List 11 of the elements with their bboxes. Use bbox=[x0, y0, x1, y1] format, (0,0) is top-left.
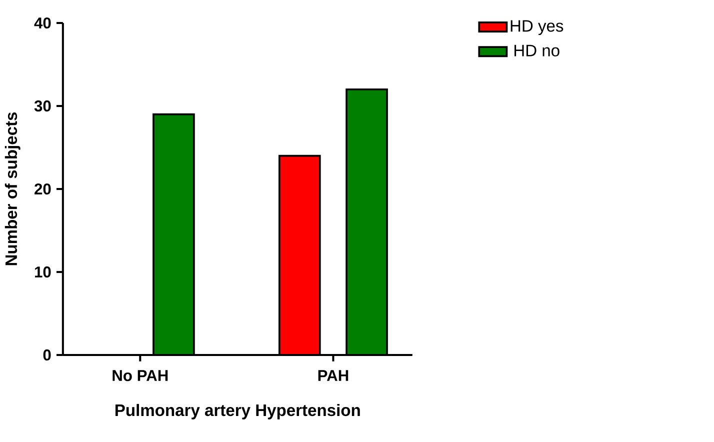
y-tick-label: 40 bbox=[34, 17, 51, 28]
y-tick-label: 10 bbox=[34, 266, 51, 278]
x-tick-label: PAH bbox=[318, 370, 348, 381]
legend-label: HD no bbox=[514, 44, 560, 56]
y-tick-label: 30 bbox=[34, 100, 51, 112]
y-axis-title: Number of subjects bbox=[4, 112, 20, 265]
y-tick-label: 0 bbox=[43, 349, 51, 360]
legend-label: HD yes bbox=[510, 20, 564, 35]
y-tick-label: 20 bbox=[34, 183, 51, 194]
x-tick-label: No PAH bbox=[112, 370, 168, 381]
x-axis-title: Pulmonary artery Hypertension bbox=[115, 404, 360, 420]
